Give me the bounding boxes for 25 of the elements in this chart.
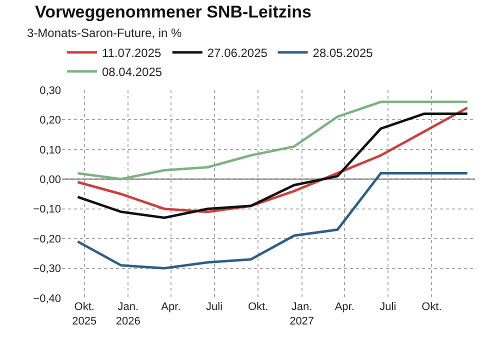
x-tick-label: Okt. xyxy=(248,301,268,313)
x-tick-label: Juli xyxy=(206,301,223,313)
line-series xyxy=(76,172,469,270)
legend-label: 28.05.2025 xyxy=(312,46,374,60)
y-tick-label: 0,10 xyxy=(40,144,61,156)
y-tick-label: −0,30 xyxy=(33,263,61,276)
line-series xyxy=(76,100,469,180)
x-tick-label: Juli xyxy=(380,301,396,313)
y-tick-label: −0,10 xyxy=(33,204,61,216)
legend-label: 27.06.2025 xyxy=(207,46,268,60)
y-tick-label: −0,20 xyxy=(33,233,61,246)
y-tick-label: 0,20 xyxy=(40,114,61,127)
y-tick-label: −0,40 xyxy=(33,292,61,305)
chart-title: Vorweggenommener SNB-Leitzins xyxy=(35,2,312,22)
x-tick-label: Apr. xyxy=(161,301,181,313)
x-tick-label: Jan. 2027 xyxy=(290,301,314,328)
legend-label: 11.07.2025 xyxy=(102,46,162,60)
y-tick-label: 0,00 xyxy=(40,174,61,186)
x-tick-label: Jan. 2026 xyxy=(116,301,140,328)
legend-label: 08.04.2025 xyxy=(102,65,162,80)
x-tick-label: Okt. xyxy=(422,301,442,313)
x-tick-label: Okt. 2025 xyxy=(72,301,97,328)
chart-subtitle: 3-Monats-Saron-Future, in % xyxy=(27,26,182,40)
x-tick-label: Apr. xyxy=(334,301,354,313)
y-tick-label: 0,30 xyxy=(40,84,61,97)
